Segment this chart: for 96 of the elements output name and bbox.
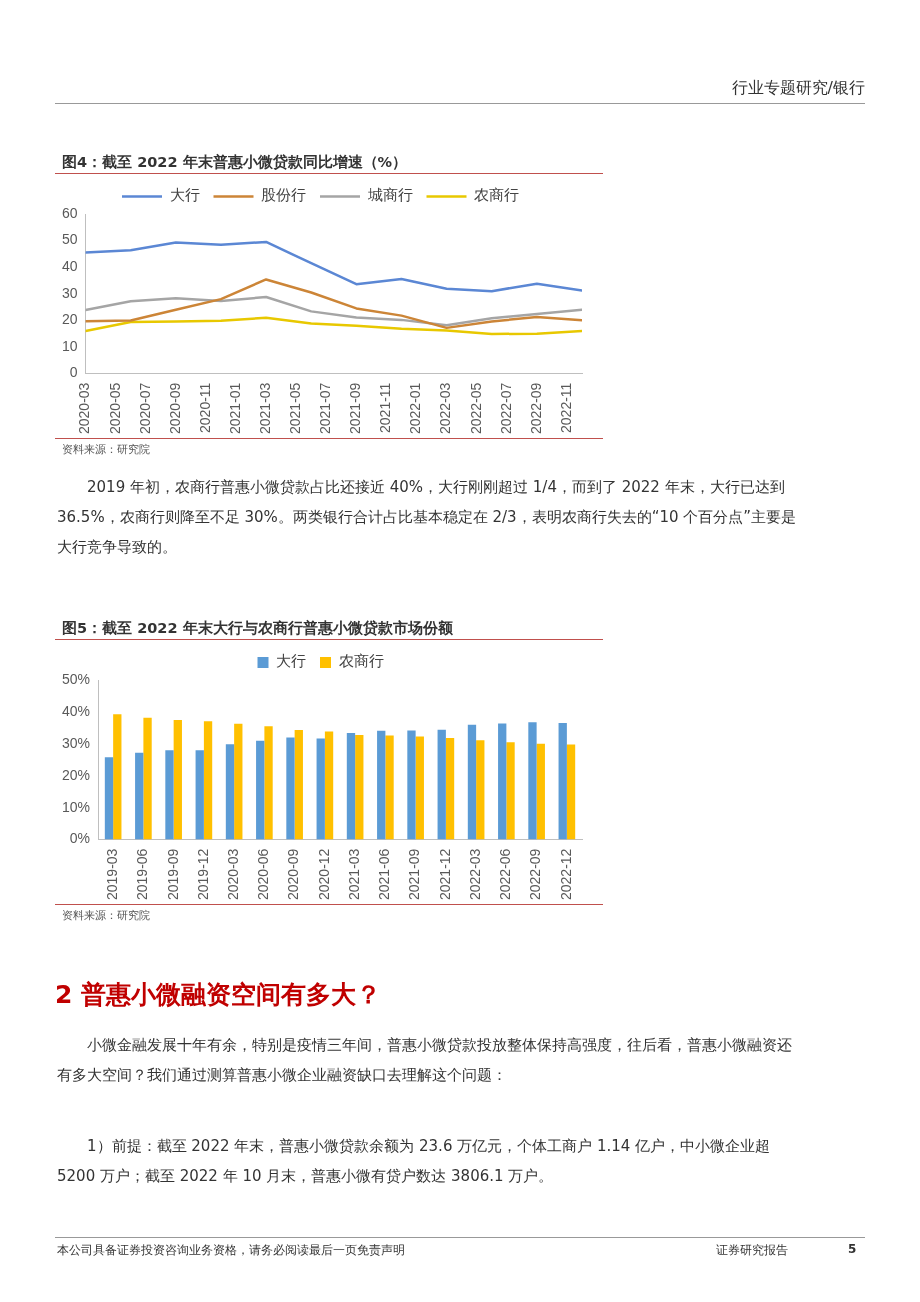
x-tick-label: 2022-09	[527, 848, 544, 901]
bar	[558, 723, 567, 840]
y-tick-label: 10%	[61, 798, 91, 815]
y-tick-label: 20%	[61, 766, 91, 783]
x-tick-label: 2021-11	[377, 382, 394, 433]
bar	[415, 736, 424, 840]
bar	[316, 738, 325, 840]
x-tick-label: 2021-05	[287, 382, 304, 435]
bar	[476, 740, 485, 840]
bar	[566, 744, 576, 840]
legend-label: 大行	[169, 186, 200, 205]
x-tick-label: 2020-12	[315, 848, 332, 901]
x-tick-label: 2021-09	[406, 848, 423, 901]
x-tick-label: 2021-03	[345, 848, 362, 901]
y-tick-label: 30%	[61, 734, 91, 751]
text: 小微金融发展十年有余，特别是疫情三年间，普惠小微贷款投放整体保持高强度，往后看，普惠小微融资还有多大空间？我们通过测算普惠小微企业融资缺口去理解这个问题：	[57, 1035, 793, 1086]
bar	[135, 752, 144, 840]
bar	[407, 730, 416, 840]
y-tick-label: 10	[61, 337, 78, 354]
legend-label: 股份行	[261, 186, 306, 205]
bar	[225, 744, 235, 840]
x-tick-label: 2022-07	[497, 382, 514, 435]
legend-label: 城商行	[366, 186, 413, 205]
text: 1）前提：截至 2022 年末，普惠小微贷款余额为 23.6 万亿元，个体工商户 1.14 亿户，中小微企业超 5200 万户；截至 2022 年 10 月末，普惠小微有贷户数达 3806.1 万户。	[57, 1136, 772, 1187]
bar	[467, 724, 477, 840]
x-tick-label: 2020-03	[225, 848, 241, 901]
chart-title: 图5：截至 2022 年末大行与农商行普惠小微贷款市场份额	[62, 619, 453, 638]
bar	[173, 719, 182, 840]
x-tick-label: 2022-03	[466, 848, 483, 901]
bar	[536, 743, 545, 840]
chart-title: 图4：截至 2022 年末普惠小微贷款同比增速（%）	[62, 153, 408, 172]
bar	[203, 721, 213, 840]
x-tick-label: 2020-06	[255, 848, 272, 901]
y-tick-label: 40	[61, 258, 78, 275]
x-tick-label: 2021-06	[376, 848, 393, 901]
x-tick-label: 2022-11	[557, 382, 574, 433]
text: 资料来源：研究院	[62, 908, 150, 923]
x-tick-label: 2022-05	[467, 382, 484, 435]
y-tick-label: 50	[61, 231, 78, 248]
bar	[377, 730, 386, 840]
x-tick-label: 2021-07	[317, 382, 334, 435]
bar	[346, 732, 356, 840]
bar	[385, 735, 394, 840]
x-tick-label: 2020-03	[76, 382, 93, 435]
bar	[113, 714, 122, 840]
x-tick-label: 2019-12	[194, 848, 211, 901]
x-tick-label: 2022-12	[557, 848, 574, 901]
legend-label: 农商行	[338, 652, 384, 671]
text: 行业专题研究/银行	[731, 78, 865, 99]
x-tick-label: 2021-03	[256, 382, 273, 435]
bar	[165, 750, 174, 840]
bar	[324, 731, 334, 840]
x-tick-label: 2022-06	[497, 848, 514, 901]
bar	[528, 722, 537, 840]
x-tick-label: 2020-07	[136, 382, 153, 435]
bar	[437, 729, 446, 840]
x-tick-label: 2021-12	[436, 848, 453, 901]
x-tick-label: 2020-09	[285, 848, 302, 901]
x-tick-label: 2020-11	[196, 382, 213, 433]
bar	[445, 738, 455, 840]
bar	[195, 750, 204, 840]
bar	[498, 723, 507, 840]
text: 资料来源：研究院	[62, 442, 150, 457]
x-tick-label: 2021-09	[347, 382, 364, 435]
x-tick-label: 2019-06	[134, 848, 151, 901]
text: 2 普惠小微融资空间有多大？	[55, 979, 382, 1011]
bar	[256, 740, 265, 840]
bar	[506, 742, 515, 840]
text: 2019 年初，农商行普惠小微贷款占比还接近 40%，大行刚刚超过 1/4，而到了 2022 年末，大行已达到 36.5%，农商行则降至不足 30%。两类银行合计占比基本稳定在 2/3，表明农商行失去的“10 个百分点”主要是大行竞争导致的。	[57, 477, 798, 558]
bar	[355, 734, 364, 840]
x-tick-label: 2022-09	[527, 382, 544, 435]
text: 5	[848, 1242, 857, 1256]
x-tick-label: 2019-09	[164, 848, 181, 901]
y-tick-label: 20	[61, 311, 78, 328]
y-tick-label: 50%	[61, 670, 91, 687]
bar	[294, 730, 303, 840]
x-tick-label: 2020-05	[106, 382, 123, 435]
x-tick-label: 2020-09	[166, 382, 183, 435]
bar	[143, 717, 152, 840]
bar	[104, 757, 114, 840]
bar	[234, 723, 243, 840]
bar	[264, 726, 273, 840]
text: 本公司具备证券投资咨询业务资格，请务必阅读最后一页免责声明	[57, 1242, 405, 1259]
x-tick-label: 2022-01	[407, 382, 424, 435]
y-tick-label: 30	[61, 284, 78, 301]
y-tick-label: 40%	[61, 702, 91, 719]
legend-label: 农商行	[474, 186, 519, 205]
y-tick-label: 0%	[69, 830, 91, 847]
legend-label: 大行	[276, 652, 306, 671]
text: 证券研究报告	[716, 1242, 788, 1259]
y-tick-label: 0	[69, 364, 78, 381]
y-tick-label: 60	[61, 204, 78, 221]
bar	[286, 737, 295, 840]
x-tick-label: 2022-03	[437, 382, 454, 435]
x-tick-label: 2021-01	[226, 382, 243, 435]
x-tick-label: 2019-03	[104, 848, 120, 901]
